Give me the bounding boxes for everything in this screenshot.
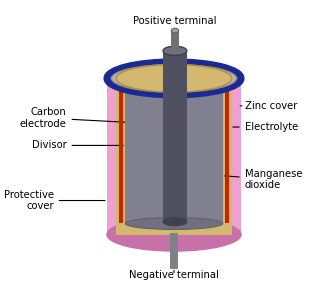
Ellipse shape: [163, 46, 187, 56]
Ellipse shape: [171, 28, 178, 33]
Polygon shape: [170, 233, 178, 269]
Text: Divisor: Divisor: [32, 140, 124, 150]
Ellipse shape: [125, 218, 223, 230]
Polygon shape: [119, 84, 124, 224]
Ellipse shape: [163, 218, 187, 226]
Polygon shape: [107, 78, 241, 235]
Text: Electrolyte: Electrolyte: [233, 122, 298, 132]
Text: Positive terminal: Positive terminal: [133, 16, 217, 30]
Text: Zinc cover: Zinc cover: [240, 101, 297, 111]
Ellipse shape: [107, 62, 241, 95]
Text: Protective
cover: Protective cover: [4, 190, 105, 211]
Ellipse shape: [111, 64, 237, 92]
Polygon shape: [125, 84, 223, 224]
Text: Negative terminal: Negative terminal: [129, 270, 219, 280]
Ellipse shape: [107, 218, 241, 251]
Polygon shape: [171, 31, 178, 52]
Polygon shape: [163, 51, 187, 222]
Text: Carbon
electrode: Carbon electrode: [20, 107, 161, 129]
Polygon shape: [224, 84, 229, 224]
Text: Manganese
dioxide: Manganese dioxide: [225, 169, 302, 190]
Ellipse shape: [116, 64, 232, 92]
Ellipse shape: [125, 78, 223, 90]
Polygon shape: [116, 78, 232, 235]
